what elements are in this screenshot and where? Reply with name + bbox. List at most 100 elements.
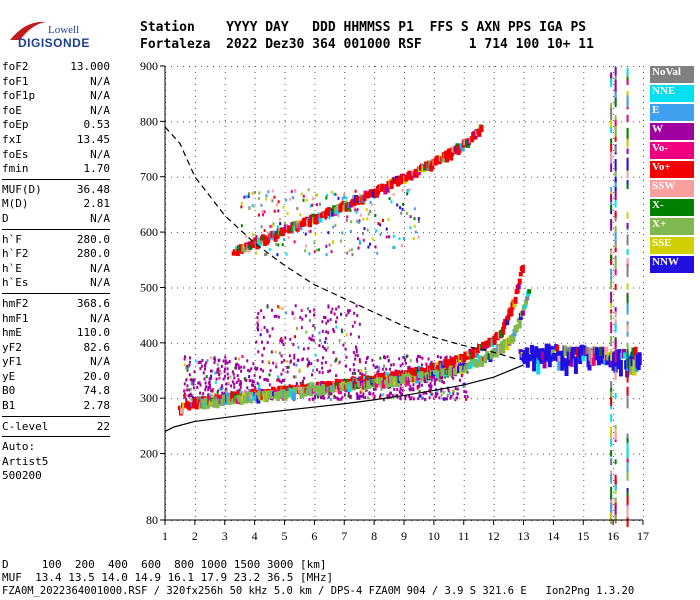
- trace-point: [536, 357, 541, 375]
- interference-point: [610, 208, 613, 215]
- interference-point: [614, 474, 617, 485]
- trace-point: [637, 352, 642, 366]
- interference-point: [614, 320, 617, 333]
- lowell-digisonde-logo: Lowell DIGISONDE: [6, 10, 89, 50]
- trace-point: [505, 316, 510, 326]
- trace-point: [501, 344, 506, 354]
- trace-point: [477, 128, 482, 137]
- param-row: foE N/A: [2, 104, 110, 119]
- interference-point: [614, 190, 617, 201]
- interference-point: [610, 301, 613, 308]
- interference-point: [614, 498, 617, 509]
- trace-point: [537, 348, 542, 360]
- param-name: hmF2: [2, 296, 29, 310]
- param-name: h`F2: [2, 247, 29, 261]
- trace-point: [571, 346, 576, 352]
- trace-point: [337, 385, 342, 395]
- param-row: D N/A: [2, 212, 110, 227]
- interference-point: [626, 517, 629, 528]
- param-name: h`E: [2, 261, 22, 275]
- interference-point: [610, 502, 613, 513]
- trace-point: [494, 348, 499, 358]
- trace-point: [236, 391, 241, 398]
- trace-point: [320, 386, 325, 395]
- echo-traces: [177, 124, 642, 416]
- interference-point: [614, 393, 617, 399]
- legend-item: NoVal: [650, 66, 694, 83]
- trace-point: [449, 151, 454, 161]
- trace-point: [512, 300, 517, 308]
- parameter-group-5: C-level 22: [2, 420, 110, 435]
- trace-point: [300, 389, 305, 398]
- trace-point: [449, 357, 454, 363]
- trace-point: [531, 349, 536, 360]
- interference-point: [614, 338, 617, 348]
- trace-point: [359, 379, 364, 387]
- x-tick-label: 1: [162, 529, 168, 543]
- interference-point: [626, 183, 629, 190]
- trace-point: [266, 391, 271, 399]
- interference-point: [610, 268, 613, 276]
- param-name: B1: [2, 399, 16, 413]
- interference-point: [626, 496, 629, 505]
- legend-item: Vo-: [650, 142, 694, 159]
- interference-point: [626, 455, 629, 463]
- trace-point: [585, 347, 590, 356]
- trace-point: [201, 402, 206, 410]
- interference-point: [610, 396, 613, 407]
- trace-point: [287, 392, 292, 397]
- interference-point: [614, 350, 617, 359]
- param-value: N/A: [90, 311, 110, 325]
- trace-point: [616, 358, 621, 370]
- divider: [2, 415, 110, 417]
- trace-point: [275, 232, 280, 239]
- y-tick-label: 800: [140, 114, 158, 128]
- interference-point: [626, 505, 629, 518]
- param-value: 36.48: [76, 182, 110, 196]
- trace-point: [266, 235, 271, 243]
- interference-point: [610, 126, 613, 134]
- param-name: foEp: [2, 118, 29, 132]
- interference-point: [610, 163, 613, 172]
- trace-point: [470, 136, 475, 143]
- param-value: N/A: [90, 211, 110, 225]
- interference-point: [610, 450, 613, 457]
- interference-point: [626, 234, 629, 246]
- param-name: h`Es: [2, 276, 29, 290]
- x-tick-label: 13: [518, 529, 530, 543]
- trace-point: [522, 304, 527, 309]
- interference-point: [614, 267, 617, 276]
- interference-point: [626, 167, 629, 179]
- param-name: D: [2, 211, 9, 225]
- param-row: fxI 13.45: [2, 133, 110, 148]
- trace-point: [580, 344, 585, 361]
- trace-point: [381, 380, 386, 389]
- interference-point: [614, 428, 617, 440]
- trace-point: [604, 346, 609, 360]
- trace-point: [517, 278, 522, 285]
- trace-point: [294, 387, 299, 393]
- param-value: 1.70: [83, 162, 111, 176]
- param-value: N/A: [90, 147, 110, 161]
- y-tick-label: 80: [146, 513, 158, 527]
- distance-row: D 100 200 400 600 800 1000 1500 3000 [km…: [2, 558, 327, 571]
- trace-point: [463, 366, 468, 374]
- trace-point: [235, 397, 240, 404]
- trace-point: [200, 399, 205, 404]
- interference-point: [614, 180, 617, 187]
- trace-point: [333, 386, 338, 391]
- trace-point: [565, 347, 570, 353]
- interference-point: [610, 426, 613, 438]
- interference-point: [614, 97, 617, 108]
- param-name: C-level: [2, 419, 49, 433]
- trace-point: [292, 225, 297, 231]
- trace-point: [633, 346, 638, 361]
- trace-point: [590, 350, 595, 366]
- x-tick-label: 14: [547, 529, 559, 543]
- trace-point: [374, 381, 379, 388]
- interference-point: [610, 486, 613, 499]
- trace-point: [632, 358, 637, 376]
- param-row: foEp 0.53: [2, 118, 110, 133]
- param-row: B1 2.78: [2, 399, 110, 414]
- param-value: 20.0: [83, 369, 111, 383]
